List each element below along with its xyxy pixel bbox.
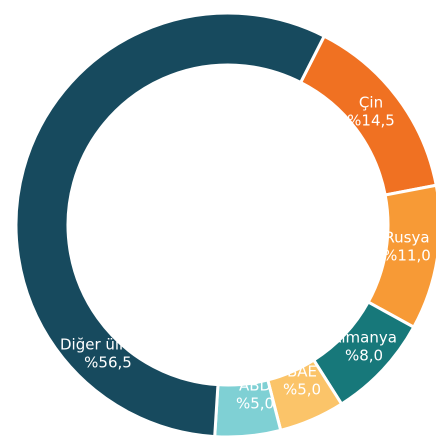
slice-label: Çin — [359, 94, 383, 112]
slice-label: ABD — [239, 377, 271, 395]
slice-value-label: %5,0 — [283, 381, 321, 399]
donut-slice — [298, 34, 436, 197]
slice-label: BAE — [287, 363, 317, 381]
slice-label: Almanya — [331, 329, 397, 347]
slice-value-label: %8,0 — [345, 347, 383, 365]
slice-label: Rusya — [384, 229, 429, 247]
donut-slice — [14, 11, 327, 439]
slice-value-label: %56,5 — [84, 354, 132, 372]
slice-label: Diğer ülkeler — [60, 336, 157, 354]
slice-value-label: %5,0 — [236, 395, 274, 413]
slice-value-label: %11,0 — [383, 247, 431, 265]
slice-value-label: %14,5 — [347, 112, 395, 130]
